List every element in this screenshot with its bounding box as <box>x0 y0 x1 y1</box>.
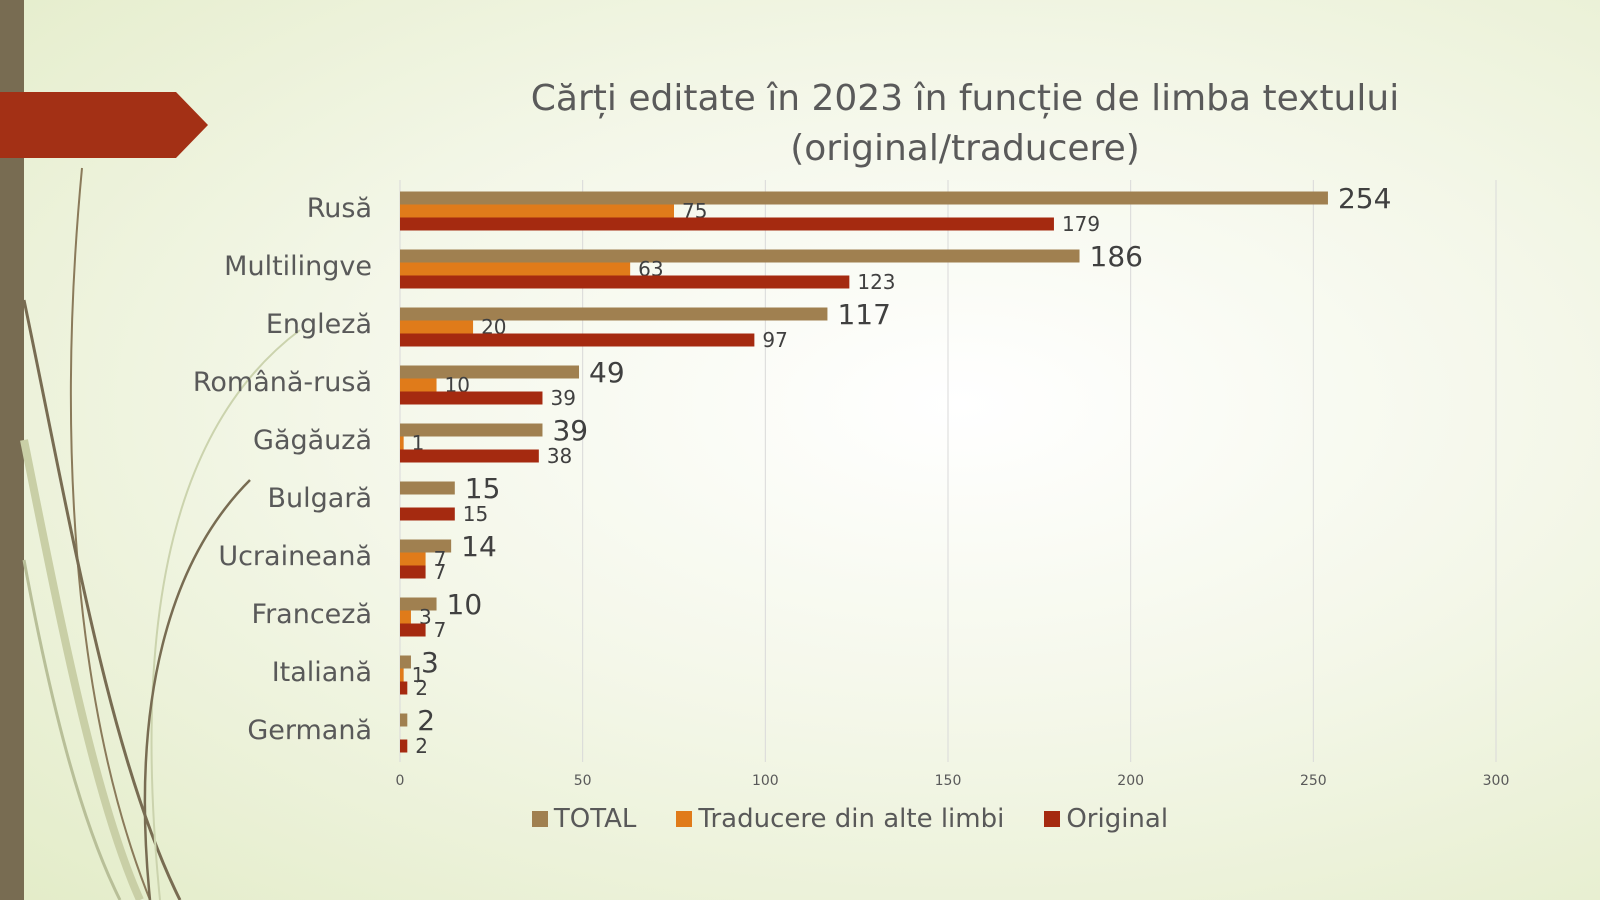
x-tick-label-50: 50 <box>574 773 592 789</box>
data-label: 186 <box>1090 240 1143 273</box>
deco-curve-4 <box>150 329 301 900</box>
bar-original <box>400 217 1054 231</box>
x-tick-label-200: 200 <box>1117 773 1144 789</box>
data-label: 2 <box>415 734 428 758</box>
legend-item-total: TOTAL <box>531 804 637 834</box>
data-label: 49 <box>589 356 625 389</box>
bar-original <box>400 391 543 405</box>
category-label: Rusă <box>306 193 372 224</box>
bar-total <box>400 597 437 611</box>
bar-total <box>400 655 411 669</box>
data-label: 254 <box>1338 182 1391 215</box>
chart-title: Cărți editate în 2023 în funcție de limb… <box>480 74 1450 174</box>
bar-original <box>400 333 755 347</box>
bar-original <box>400 681 408 695</box>
legend-label-translation: Traducere din alte limbi <box>698 804 1005 834</box>
chart-title-line-1: Cărți editate în 2023 în funcție de limb… <box>530 78 1400 119</box>
bar-total <box>400 249 1080 263</box>
category-label: Multilingve <box>224 251 372 282</box>
data-label: 97 <box>762 328 787 352</box>
legend-label-total: TOTAL <box>553 804 637 834</box>
data-label: 14 <box>461 530 497 563</box>
bar-total <box>400 539 452 553</box>
bar-traducere-din-alte-limbi <box>400 378 437 392</box>
data-label: 7 <box>434 547 447 571</box>
bar-total <box>400 191 1328 205</box>
x-tick-label-300: 300 <box>1483 773 1510 789</box>
legend-swatch-original <box>1044 811 1061 827</box>
bar-traducere-din-alte-limbi <box>400 610 411 624</box>
bar-total <box>400 481 455 495</box>
legend-item-translation: Traducere din alte limbi <box>676 804 1004 834</box>
deco-curve-5 <box>143 479 251 900</box>
data-label: 39 <box>550 386 575 410</box>
data-label: 7 <box>434 560 447 584</box>
bar-total <box>400 365 580 379</box>
x-tick-label-150: 150 <box>935 773 962 789</box>
category-label: Franceză <box>251 599 373 630</box>
category-label: Română-rusă <box>192 367 372 398</box>
bar-total <box>400 713 408 727</box>
bar-original <box>400 449 539 463</box>
category-label: Bulgară <box>267 483 372 514</box>
data-label: 15 <box>465 472 501 505</box>
title-arrow-shape <box>0 92 208 158</box>
bar-original <box>400 507 455 521</box>
bar-traducere-din-alte-limbi <box>400 320 474 334</box>
data-label: 10 <box>447 588 483 621</box>
data-label: 2 <box>415 676 428 700</box>
x-tick-label-100: 100 <box>752 773 779 789</box>
legend-swatch-total <box>531 811 548 827</box>
legend-swatch-translation <box>676 811 693 827</box>
legend: TOTAL Traducere din alte limbi Original <box>0 804 1600 834</box>
deco-curve-2 <box>22 299 182 900</box>
x-tick-label-0: 0 <box>396 773 405 789</box>
bar-traducere-din-alte-limbi <box>400 262 631 276</box>
bar-traducere-din-alte-limbi <box>400 668 404 682</box>
bar-original <box>400 565 426 579</box>
data-label: 39 <box>552 414 588 447</box>
bar-traducere-din-alte-limbi <box>400 436 404 450</box>
category-label: Italiană <box>271 657 372 688</box>
data-label: 7 <box>434 618 447 642</box>
data-label: 2 <box>417 704 435 737</box>
data-label: 3 <box>419 605 432 629</box>
bar-traducere-din-alte-limbi <box>400 552 426 566</box>
deco-curve-3 <box>20 439 144 900</box>
bar-original <box>400 739 408 753</box>
bar-traducere-din-alte-limbi <box>400 204 674 218</box>
data-label: 123 <box>857 270 895 294</box>
bar-original <box>400 275 850 289</box>
bar-total <box>400 307 828 321</box>
category-label: Găgăuză <box>253 425 372 456</box>
category-label: Germană <box>247 715 372 746</box>
category-label: Engleză <box>265 309 372 340</box>
data-label: 15 <box>463 502 488 526</box>
data-label: 3 <box>421 646 439 679</box>
legend-label-original: Original <box>1066 804 1169 834</box>
data-label: 1 <box>412 663 425 687</box>
bar-total <box>400 423 543 437</box>
deco-curve-6 <box>22 559 122 900</box>
bar-original <box>400 623 426 637</box>
data-label: 1 <box>412 431 425 455</box>
data-label: 179 <box>1062 212 1100 236</box>
category-label: Ucraineană <box>218 541 372 572</box>
legend-item-original: Original <box>1044 804 1168 834</box>
chart-title-line-2: (original/traducere) <box>790 128 1140 169</box>
data-label: 117 <box>837 298 890 331</box>
x-tick-label-250: 250 <box>1300 773 1327 789</box>
data-label: 38 <box>547 444 572 468</box>
